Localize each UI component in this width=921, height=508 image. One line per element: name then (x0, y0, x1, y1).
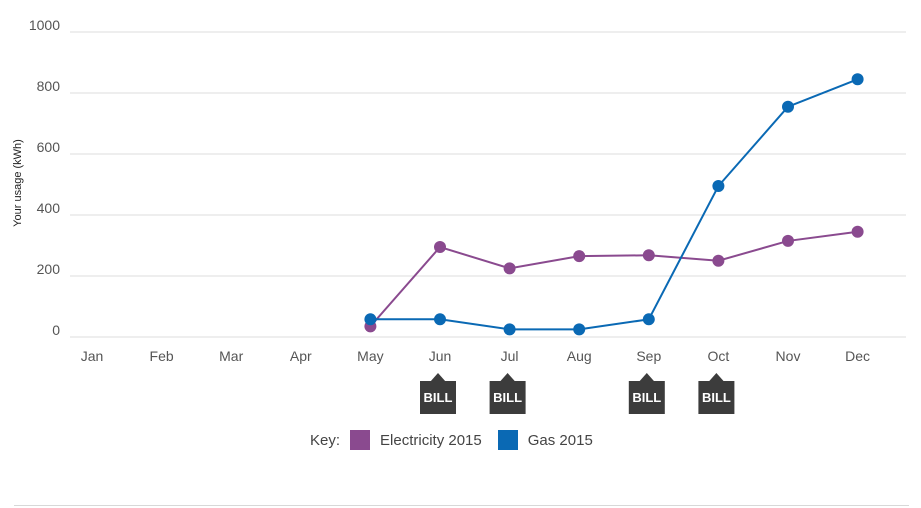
data-point-gas (573, 323, 586, 336)
legend: Key: Electricity 2015 Gas 2015 (310, 429, 599, 451)
legend-key-label: Key: (310, 431, 341, 449)
x-tick-label: Aug (567, 348, 592, 364)
x-tick-label: Jul (501, 348, 519, 364)
y-tick-label: 200 (37, 261, 61, 277)
bill-marker[interactable]: BILL (698, 373, 735, 414)
y-tick-label: 400 (37, 200, 61, 216)
x-tick-label: May (357, 348, 383, 364)
series-line-electricity (369, 230, 858, 327)
x-tick-label: Jun (429, 348, 452, 364)
electricity-swatch (350, 430, 371, 450)
x-tick-label: Mar (219, 348, 243, 364)
data-point-electricity (573, 250, 586, 263)
bill-label: BILL (632, 390, 661, 405)
bill-marker[interactable]: BILL (489, 373, 526, 414)
data-point-gas (434, 313, 446, 326)
bill-marker[interactable]: BILL (420, 373, 456, 414)
legend-label-electricity: Electricity 2015 (380, 431, 482, 449)
data-point-electricity (642, 249, 655, 262)
y-axis-ticks: 0 200 400 600 800 1000 (29, 17, 60, 338)
x-tick-label: Oct (708, 348, 730, 364)
data-point-electricity (851, 225, 864, 238)
bill-label: BILL (424, 390, 453, 405)
bill-marker[interactable]: BILL (628, 373, 665, 414)
x-axis-ticks: Jan Feb Mar Apr May Jun Jul Aug Sep Oct Nov Dec (81, 348, 870, 364)
gas-swatch (497, 430, 518, 450)
data-point-gas (642, 313, 655, 326)
y-axis-label: Your usage (kWh) (12, 139, 24, 227)
legend-item-gas: Gas 2015 (488, 430, 593, 450)
bill-label: BILL (702, 390, 731, 405)
series-line-gas (370, 78, 858, 331)
y-tick-label: 600 (37, 139, 61, 155)
x-tick-label: Sep (636, 348, 661, 364)
data-point-gas (503, 323, 516, 336)
y-tick-label: 0 (52, 322, 60, 338)
bill-markers: BILL BILL BILL BILL (420, 373, 735, 414)
grid-lines (70, 31, 906, 338)
data-point-electricity (712, 254, 725, 267)
bottom-divider (14, 505, 909, 506)
data-point-gas (364, 313, 377, 326)
data-point-gas (851, 73, 864, 86)
x-tick-label: Dec (845, 348, 870, 364)
x-tick-label: Apr (290, 348, 312, 364)
data-point-electricity (503, 262, 516, 275)
x-tick-label: Nov (776, 348, 801, 364)
y-tick-label: 800 (37, 78, 61, 94)
bill-label: BILL (493, 390, 522, 405)
data-point-electricity (434, 241, 446, 254)
y-tick-label: 1000 (29, 17, 60, 33)
legend-item-electricity: Electricity 2015 (340, 430, 482, 450)
legend-label-gas: Gas 2015 (527, 431, 593, 449)
series-points (364, 73, 864, 336)
x-tick-label: Feb (150, 348, 174, 364)
series-lines (369, 78, 858, 331)
x-tick-label: Jan (81, 348, 104, 364)
data-point-electricity (782, 234, 794, 247)
data-point-gas (712, 180, 725, 193)
data-point-gas (782, 100, 794, 113)
